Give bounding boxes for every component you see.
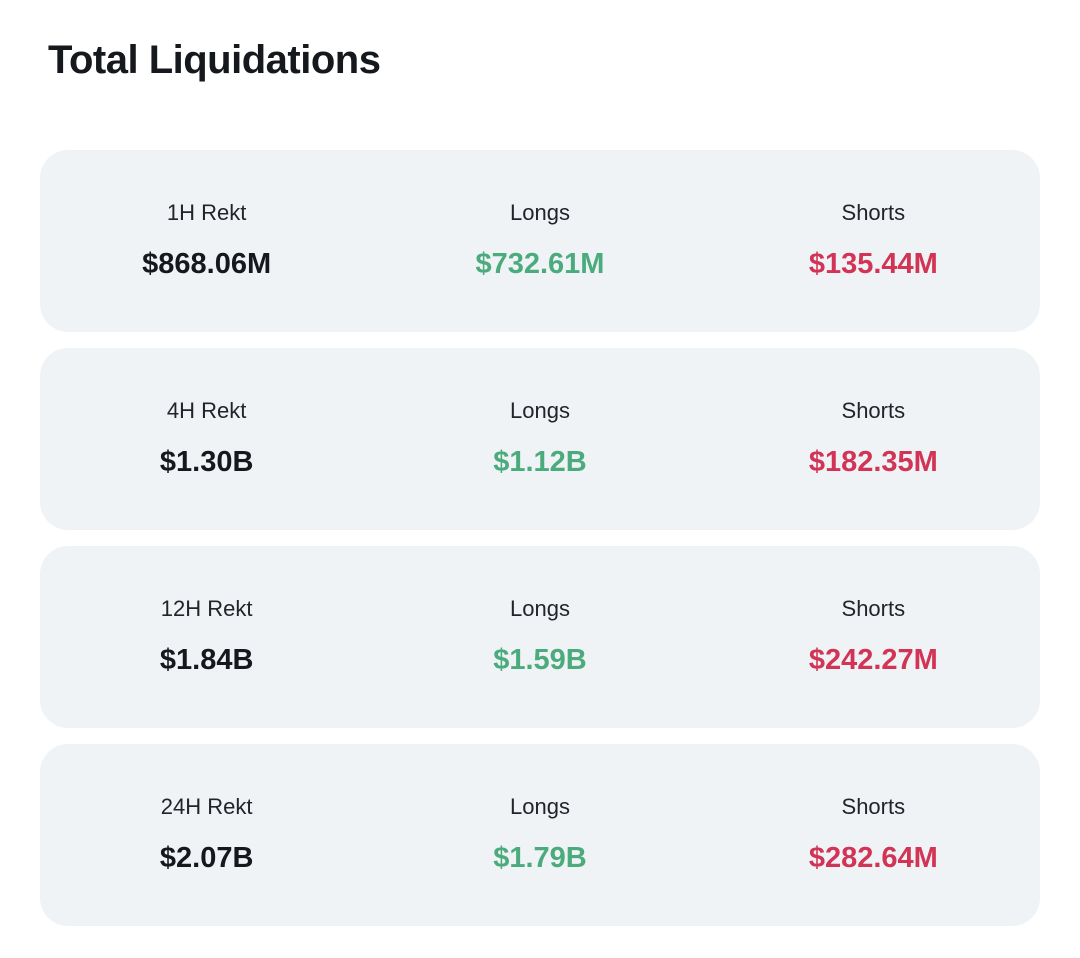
shorts-label: Shorts — [841, 794, 906, 820]
shorts-value: $135.44M — [808, 247, 938, 280]
rekt-value: $868.06M — [142, 247, 272, 280]
longs-label: Longs — [510, 200, 570, 226]
liquidation-cards: 1H Rekt $868.06M Longs $732.61M Shorts $… — [40, 150, 1040, 926]
shorts-column: Shorts $282.64M — [707, 794, 1040, 875]
shorts-column: Shorts $182.35M — [707, 398, 1040, 479]
rekt-column: 4H Rekt $1.30B — [40, 398, 373, 479]
rekt-label: 12H Rekt — [160, 596, 253, 622]
shorts-label: Shorts — [841, 398, 906, 424]
shorts-value: $242.27M — [808, 643, 938, 676]
longs-value: $1.79B — [493, 841, 587, 874]
rekt-column: 1H Rekt $868.06M — [40, 200, 373, 281]
shorts-label: Shorts — [841, 596, 906, 622]
longs-label: Longs — [510, 794, 570, 820]
rekt-label: 24H Rekt — [160, 794, 253, 820]
longs-value: $732.61M — [475, 247, 605, 280]
rekt-value: $1.84B — [159, 643, 254, 676]
longs-label: Longs — [510, 596, 570, 622]
shorts-value: $182.35M — [808, 445, 938, 478]
longs-value: $1.59B — [493, 643, 587, 676]
rekt-column: 12H Rekt $1.84B — [40, 596, 373, 677]
page-title: Total Liquidations — [48, 38, 381, 82]
rekt-label: 4H Rekt — [166, 398, 247, 424]
longs-column: Longs $1.12B — [373, 398, 706, 479]
liquidation-card-24h: 24H Rekt $2.07B Longs $1.79B Shorts $282… — [40, 744, 1040, 926]
longs-value: $1.12B — [493, 445, 587, 478]
shorts-value: $282.64M — [808, 841, 938, 874]
longs-label: Longs — [510, 398, 570, 424]
liquidation-card-12h: 12H Rekt $1.84B Longs $1.59B Shorts $242… — [40, 546, 1040, 728]
shorts-column: Shorts $242.27M — [707, 596, 1040, 677]
rekt-value: $2.07B — [159, 841, 254, 874]
shorts-label: Shorts — [841, 200, 906, 226]
rekt-column: 24H Rekt $2.07B — [40, 794, 373, 875]
liquidation-card-1h: 1H Rekt $868.06M Longs $732.61M Shorts $… — [40, 150, 1040, 332]
liquidation-card-4h: 4H Rekt $1.30B Longs $1.12B Shorts $182.… — [40, 348, 1040, 530]
longs-column: Longs $1.79B — [373, 794, 706, 875]
longs-column: Longs $732.61M — [373, 200, 706, 281]
rekt-label: 1H Rekt — [166, 200, 247, 226]
longs-column: Longs $1.59B — [373, 596, 706, 677]
shorts-column: Shorts $135.44M — [707, 200, 1040, 281]
rekt-value: $1.30B — [159, 445, 254, 478]
